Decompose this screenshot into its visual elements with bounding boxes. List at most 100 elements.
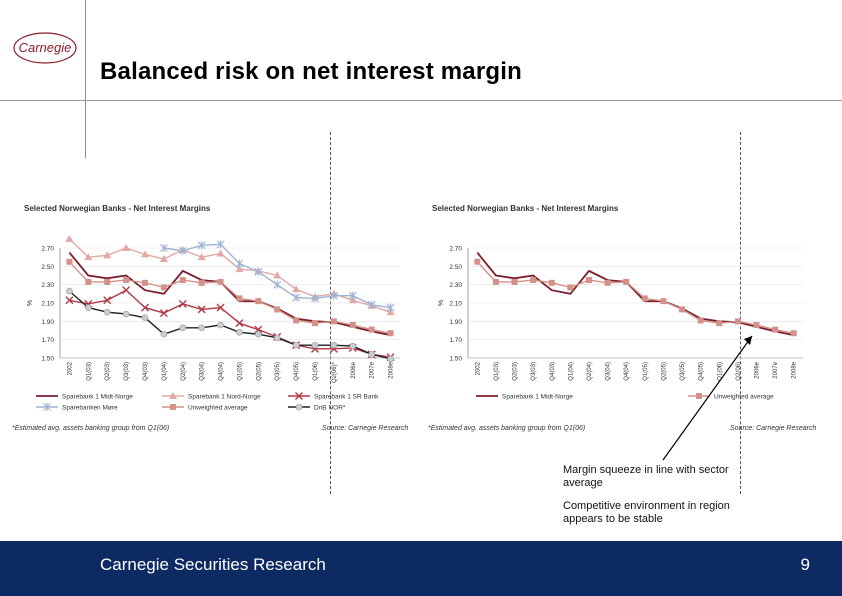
x-tick-label: 2008e	[792, 361, 798, 378]
x-tick-label: Q2(03)	[513, 362, 519, 381]
x-tick-label: Q1(03)	[494, 362, 500, 381]
y-tick-label: 2.50	[41, 264, 54, 271]
data-point	[236, 329, 243, 336]
data-point	[254, 267, 263, 276]
x-tick-label: Q3(04)	[606, 362, 612, 381]
data-point	[170, 404, 176, 410]
y-tick-label: 1.90	[449, 319, 462, 326]
legend-item: Unweighted average	[688, 393, 774, 401]
data-point	[217, 321, 224, 329]
x-tick-label: Q1(06)	[313, 362, 319, 381]
data-point	[292, 285, 301, 293]
data-point	[43, 403, 51, 411]
x-tick-label: 2002	[475, 361, 481, 375]
estimate-divider-left	[330, 132, 331, 494]
x-tick-label: 2006e	[351, 361, 357, 378]
data-point	[790, 330, 797, 337]
data-point	[122, 310, 130, 318]
header-vertical-rule	[85, 0, 86, 158]
data-point	[159, 255, 168, 262]
header-horizontal-rule	[0, 100, 842, 101]
footer-bar: Carnegie Securities Research 9	[0, 541, 842, 596]
chart-note: *Estimated avg. assets banking group fro…	[12, 425, 170, 432]
x-tick-label: 2008e	[389, 361, 395, 378]
legend-item: Unweighted average	[162, 404, 248, 412]
series-sparebank-1-midt-norge	[68, 252, 391, 336]
data-point	[585, 277, 592, 284]
data-point	[235, 259, 244, 268]
data-point	[474, 258, 481, 265]
data-point	[236, 295, 243, 302]
data-point	[348, 296, 357, 304]
legend-label: Sparebank 1 Midt-Norge	[502, 394, 573, 401]
data-point	[160, 284, 167, 291]
chart-title: Selected Norwegian Banks - Net Interest …	[432, 204, 619, 213]
data-point	[179, 277, 186, 284]
x-tick-label: Q1(05)	[643, 362, 649, 381]
chart-source: Source: Carnegie Research	[730, 425, 817, 432]
data-point	[85, 278, 92, 285]
series-dnb-nor-	[66, 287, 394, 363]
data-point	[198, 324, 205, 332]
data-point	[492, 278, 499, 285]
y-tick-label: 2.30	[41, 282, 54, 289]
data-point	[169, 392, 177, 399]
data-point	[273, 334, 281, 342]
x-tick-label: Q1(05)	[237, 362, 243, 381]
data-point	[141, 250, 149, 258]
data-point	[66, 287, 73, 295]
x-tick-label: Q4(03)	[143, 362, 149, 381]
data-point	[387, 355, 394, 363]
x-tick-label: Q4(05)	[699, 362, 705, 381]
legend-label: Sparebanken Møre	[62, 405, 118, 412]
page-title: Balanced risk on net interest margin	[100, 58, 522, 85]
legend-item: Sparebank 1 Midt-Norge	[476, 394, 573, 401]
x-tick-label: Q3(03)	[531, 362, 537, 381]
y-tick-label: 1.70	[449, 337, 462, 344]
data-point	[330, 341, 338, 349]
x-tick-label: Q1(06)	[717, 362, 723, 381]
data-point	[312, 320, 318, 327]
data-point	[216, 303, 225, 312]
data-point	[295, 392, 303, 400]
x-tick-label: Q2(05)	[661, 362, 667, 381]
legend-item: Sparebank 1 Midt-Norge	[36, 394, 133, 401]
data-point	[217, 278, 224, 285]
legend-label: Unweighted average	[188, 405, 248, 412]
series-unweighted-average	[66, 258, 394, 337]
data-point	[696, 393, 702, 399]
legend-label: DnB NOR*	[314, 405, 346, 412]
data-point	[753, 322, 760, 328]
x-tick-label: Q1(03)	[86, 362, 92, 381]
data-point	[386, 308, 395, 316]
legend-label: Sparebank 1 SR Bank	[314, 394, 379, 401]
carnegie-logo: Carnegie	[13, 32, 77, 64]
data-point	[311, 341, 319, 349]
legend-label: Sparebank 1 Midt-Norge	[62, 394, 133, 401]
data-point	[178, 299, 187, 308]
data-point	[255, 330, 262, 338]
data-point	[84, 253, 93, 261]
data-point	[65, 236, 74, 242]
legend-label: Unweighted average	[714, 394, 774, 401]
x-tick-label: Q4(04)	[219, 362, 225, 381]
data-point	[349, 322, 356, 328]
data-point	[197, 253, 206, 261]
data-point	[349, 342, 357, 350]
data-point	[103, 308, 111, 316]
y-axis-label: %	[438, 300, 445, 306]
data-point	[292, 341, 300, 349]
x-tick-label: Q4(05)	[294, 362, 300, 381]
x-tick-label: Q2(03)	[105, 362, 111, 381]
series-line	[69, 289, 391, 358]
x-tick-label: Q2(04)	[587, 362, 593, 381]
data-point	[273, 271, 282, 279]
series-line	[68, 238, 391, 313]
data-point	[142, 279, 148, 286]
x-tick-label: Q4(04)	[624, 362, 630, 381]
data-point	[103, 296, 112, 305]
data-point	[293, 317, 300, 324]
callout-text-1: Margin squeeze in line with sector avera…	[563, 464, 729, 489]
series-sparebank-1-midt-norge	[476, 252, 794, 336]
data-point	[235, 319, 244, 328]
